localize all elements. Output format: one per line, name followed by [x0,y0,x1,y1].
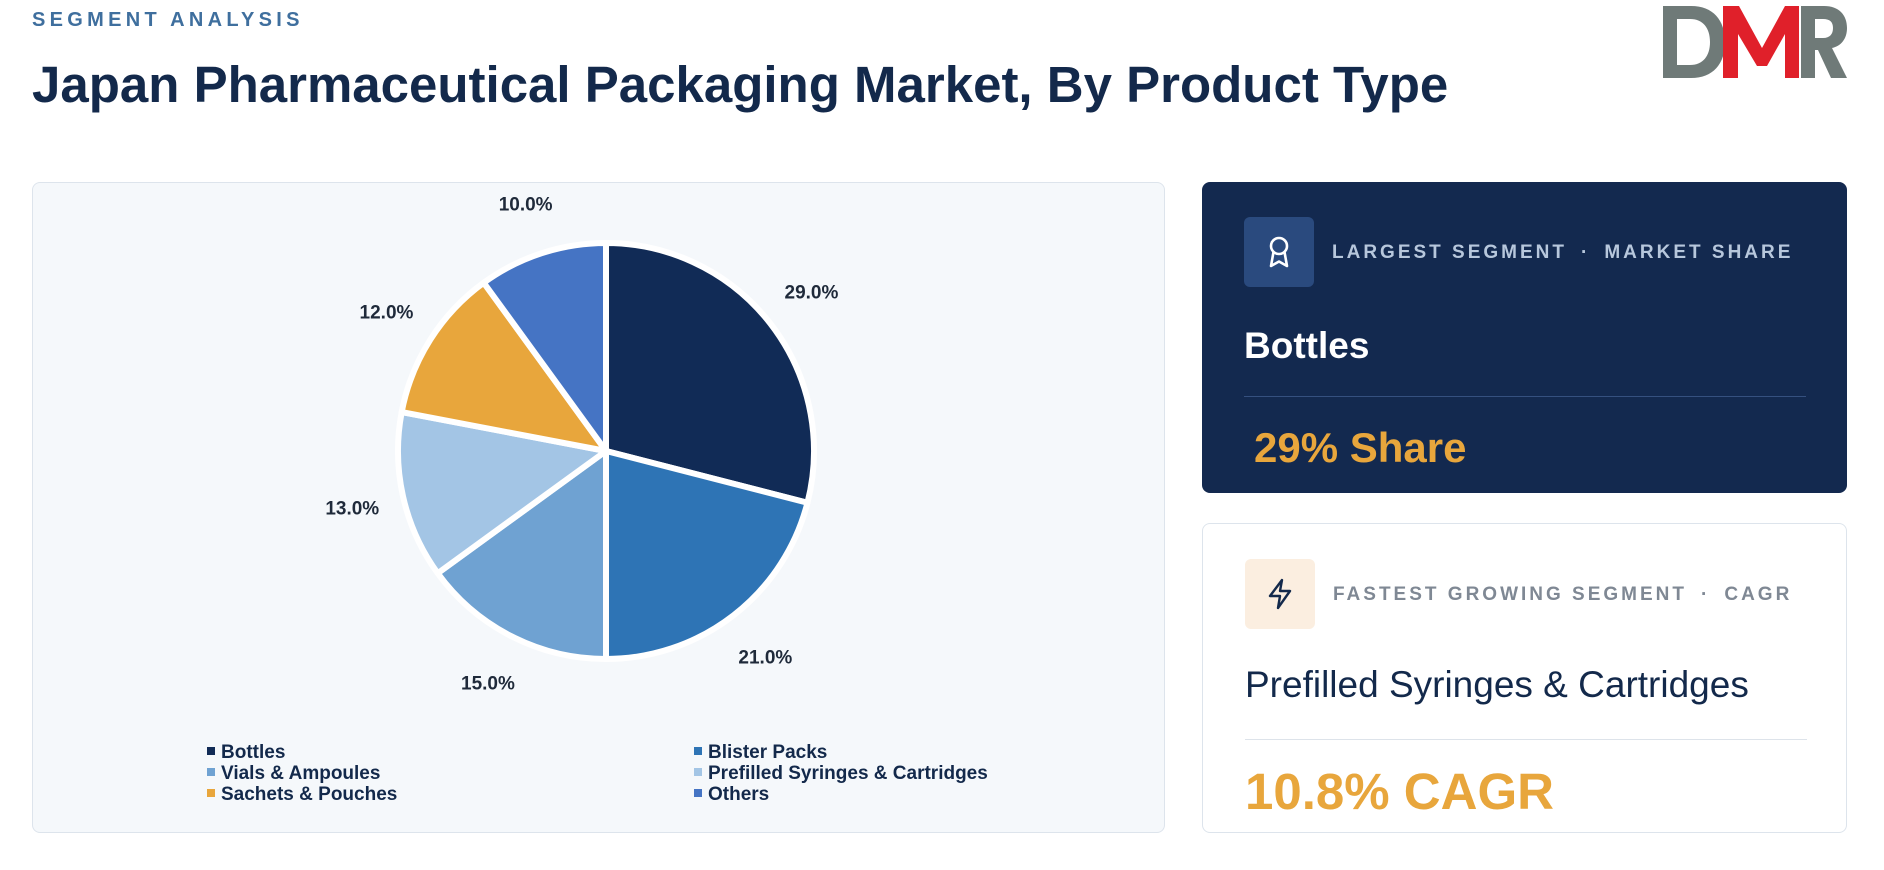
lightning-icon [1245,559,1315,629]
largest-segment-label: LARGEST SEGMENT · MARKET SHARE [1332,242,1794,263]
legend-label: Bottles [221,742,285,763]
pie-slice-vials-ampoules [434,448,609,662]
legend-swatch [207,789,215,797]
page-title: Japan Pharmaceutical Packaging Market, B… [32,56,1449,113]
pie-slice-bottles [603,240,817,506]
fastest-segment-card: FASTEST GROWING SEGMENT · CAGR Prefilled S… [1202,523,1847,833]
largest-segment-name: Bottles [1244,325,1370,366]
legend-swatch [694,747,702,755]
divider [1244,396,1806,397]
pie-slice-label: 13.0% [325,499,379,520]
pie-slice-label: 12.0% [360,303,414,324]
fastest-segment-label: FASTEST GROWING SEGMENT · CAGR [1333,584,1793,605]
pie-slice-label: 15.0% [461,674,515,695]
pie-slice-label: 10.0% [499,195,553,216]
pie-slice-label: 29.0% [785,283,839,304]
award-icon [1244,217,1314,287]
fastest-segment-value: 10.8% CAGR [1245,763,1554,820]
pie-slice-blister-packs [603,448,811,662]
pie-slice-label: 21.0% [738,647,792,668]
fastest-segment-name: Prefilled Syringes & Cartridges [1245,664,1749,705]
legend-swatch [207,747,215,755]
legend-label: Prefilled Syringes & Cartridges [708,763,988,784]
legend-item: Bottles [207,742,285,763]
largest-segment-value: 29% Share [1254,424,1467,471]
legend-swatch [694,768,702,776]
largest-segment-card: LARGEST SEGMENT · MARKET SHARE Bottles 29%… [1202,182,1847,493]
legend-swatch [207,768,215,776]
dmr-logo [1663,6,1847,78]
legend-item: Others [694,784,769,805]
legend-swatch [694,789,702,797]
legend-item: Vials & Ampoules [207,763,380,784]
pie-chart: 29.0% 21.0% 15.0% 13.0% 12.0% 10.0% Bottles Bl… [207,195,988,805]
divider [1245,739,1807,740]
pie-slice-sachets-pouches [398,279,609,454]
pie-slice-prefilled-syringes-cartridges [395,409,609,577]
section-eyebrow: SEGMENT ANALYSIS [32,9,304,31]
legend-item: Prefilled Syringes & Cartridges [694,763,988,784]
legend-label: Sachets & Pouches [221,784,397,805]
legend-label: Vials & Ampoules [221,763,380,784]
pie-chart-card: 29.0% 21.0% 15.0% 13.0% 12.0% 10.0% Bottles Bl… [32,182,1165,833]
pie-slice-others [480,240,609,454]
legend-item: Sachets & Pouches [207,784,397,805]
legend-item: Blister Packs [694,742,827,763]
legend-label: Blister Packs [708,742,827,763]
legend-label: Others [708,784,769,805]
